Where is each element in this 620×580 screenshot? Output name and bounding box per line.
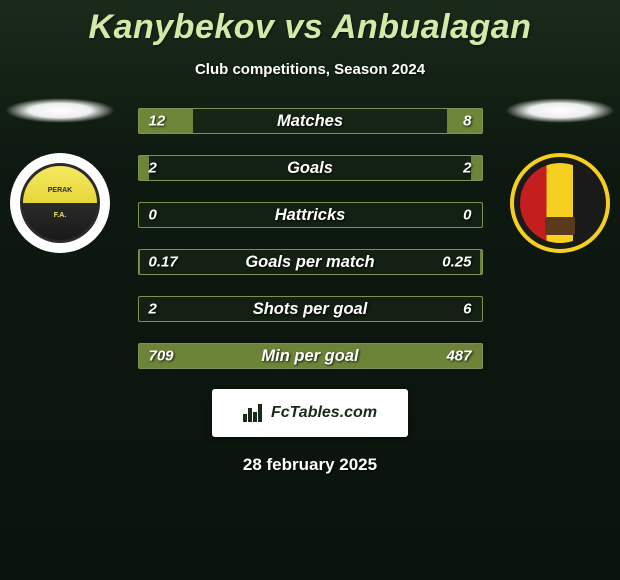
stat-label: Matches: [277, 112, 343, 131]
subtitle: Club competitions, Season 2024: [0, 61, 620, 78]
stat-label: Goals per match: [245, 253, 374, 272]
stat-right-value: 0.25: [442, 254, 471, 271]
name-shadow-left: [5, 98, 115, 123]
page-title: Kanybekov vs Anbualagan: [0, 0, 620, 47]
brand-logo-icon: [243, 404, 265, 422]
stat-label: Min per goal: [261, 347, 358, 366]
brand-text: FcTables.com: [271, 404, 377, 422]
stat-bar: 709 Min per goal 487: [138, 343, 483, 369]
stat-left-value: 709: [149, 348, 174, 365]
stat-left-value: 2: [149, 301, 157, 318]
bar-fill-left: [139, 109, 194, 133]
stat-label: Shots per goal: [253, 300, 368, 319]
stat-left-value: 0.17: [149, 254, 178, 271]
stat-right-value: 6: [463, 301, 471, 318]
bar-fill-left: [139, 250, 141, 274]
stat-bar: 2 Shots per goal 6: [138, 296, 483, 322]
crest-left-text1: PERAK: [48, 187, 73, 194]
stat-bar: 12 Matches 8: [138, 108, 483, 134]
crest-right-inner: [520, 163, 600, 243]
stat-right-value: 2: [463, 160, 471, 177]
stat-bar: 2 Goals 2: [138, 155, 483, 181]
bar-fill-right: [471, 156, 481, 180]
name-shadow-right: [505, 98, 615, 123]
stat-right-value: 487: [446, 348, 471, 365]
team-crest-left: PERAK F.A.: [10, 153, 110, 253]
stat-left-value: 0: [149, 207, 157, 224]
bar-fill-left: [139, 156, 149, 180]
stat-label: Hattricks: [275, 206, 346, 225]
team-crest-right: [510, 153, 610, 253]
stat-label: Goals: [287, 159, 333, 178]
stat-left-value: 12: [149, 113, 166, 130]
brand-badge[interactable]: FcTables.com: [212, 389, 408, 437]
right-team-column: [500, 98, 620, 253]
stat-bars: 12 Matches 8 2 Goals 2 0 Hattricks 0 0.1…: [138, 108, 483, 369]
bar-fill-right: [480, 250, 482, 274]
comparison-area: PERAK F.A. 12 Matches 8 2 Goals 2 0 Hatt…: [0, 108, 620, 369]
stat-right-value: 0: [463, 207, 471, 224]
left-team-column: PERAK F.A.: [0, 98, 120, 253]
crest-left-text2: F.A.: [54, 212, 66, 219]
stat-right-value: 8: [463, 113, 471, 130]
stat-bar: 0.17 Goals per match 0.25: [138, 249, 483, 275]
date-text: 28 february 2025: [0, 455, 620, 475]
stat-bar: 0 Hattricks 0: [138, 202, 483, 228]
crest-left-inner: PERAK F.A.: [20, 163, 100, 243]
stat-left-value: 2: [149, 160, 157, 177]
